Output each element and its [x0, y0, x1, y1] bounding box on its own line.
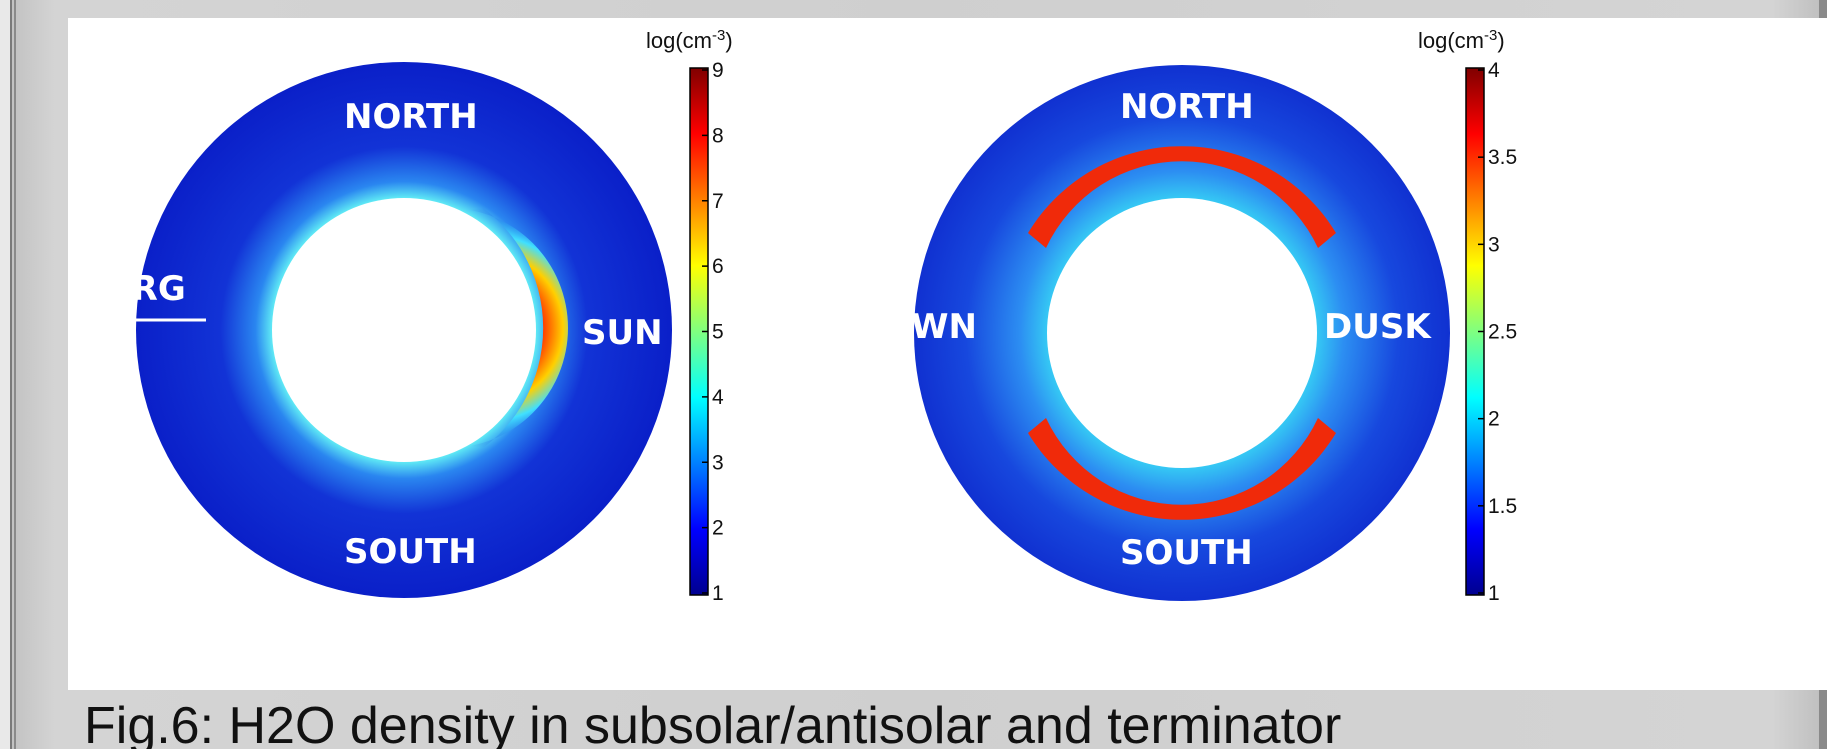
- right-dawn-label: DAWN: [858, 307, 977, 347]
- left-colorbar-tick-label: 3: [712, 451, 724, 474]
- left-colorbar-tick-label: 9: [712, 59, 724, 82]
- frame-left-edge: [0, 0, 12, 749]
- left-colorbar-tick-label: 4: [712, 386, 724, 409]
- right-colorbar-tick-label: 4: [1488, 59, 1500, 82]
- right-south-enhancement: [1028, 418, 1336, 520]
- right-colorbar-tick-label: 1.5: [1488, 495, 1517, 518]
- right-south-label: SOUTH: [1120, 533, 1253, 573]
- left-south-label: SOUTH: [344, 532, 477, 572]
- right-dusk-label: DUSK: [1324, 307, 1432, 347]
- right-colorbar-tick-label: 3: [1488, 233, 1500, 256]
- right-north-label: NORTH: [1120, 87, 1254, 127]
- right-density-plot: [914, 65, 1450, 601]
- right-colorbar-tick-label: 2.5: [1488, 321, 1517, 344]
- left-colorbar-ticks: 9 8 7 6 5 4 3 2 1: [702, 59, 724, 605]
- right-colorbar-tick-label: 2: [1488, 408, 1500, 431]
- left-colorbar-unit: log(cm-3): [646, 27, 733, 53]
- figure-svg: NORTH SOUTH SUN 1RG NORTH SOUTH DAWN DUS…: [75, 27, 1517, 605]
- left-radius-label: 1RG: [108, 269, 186, 309]
- right-colorbar-unit: log(cm-3): [1418, 27, 1505, 53]
- right-colorbar-ticks: 4 3.5 3 2.5 2 1.5 1: [1478, 59, 1517, 605]
- figure-panel: NORTH SOUTH SUN 1RG NORTH SOUTH DAWN DUS…: [68, 18, 1827, 690]
- left-colorbar-tick-label: 1: [712, 582, 724, 605]
- left-north-label: NORTH: [344, 97, 478, 137]
- left-colorbar-tick-label: 5: [712, 321, 724, 344]
- left-sunward-enhancement: [448, 198, 568, 458]
- left-sun-label: SUN: [582, 313, 663, 353]
- radius-arrow-head: [75, 308, 95, 332]
- right-colorbar-tick-label: 1: [1488, 582, 1500, 605]
- right-planet-disk: [1047, 198, 1317, 468]
- frame-left-edge-line: [14, 0, 16, 749]
- left-colorbar-tick-label: 7: [712, 190, 724, 213]
- left-colorbar-tick-label: 2: [712, 517, 724, 540]
- left-density-plot: [75, 62, 672, 598]
- left-colorbar-tick-label: 6: [712, 255, 724, 278]
- left-planet-disk: [272, 198, 536, 462]
- left-colorbar-tick-label: 8: [712, 124, 724, 147]
- figure-caption: Fig.6: H2O density in subsolar/antisolar…: [84, 697, 1342, 749]
- right-colorbar-tick-label: 3.5: [1488, 146, 1517, 169]
- right-north-enhancement: [1028, 146, 1336, 248]
